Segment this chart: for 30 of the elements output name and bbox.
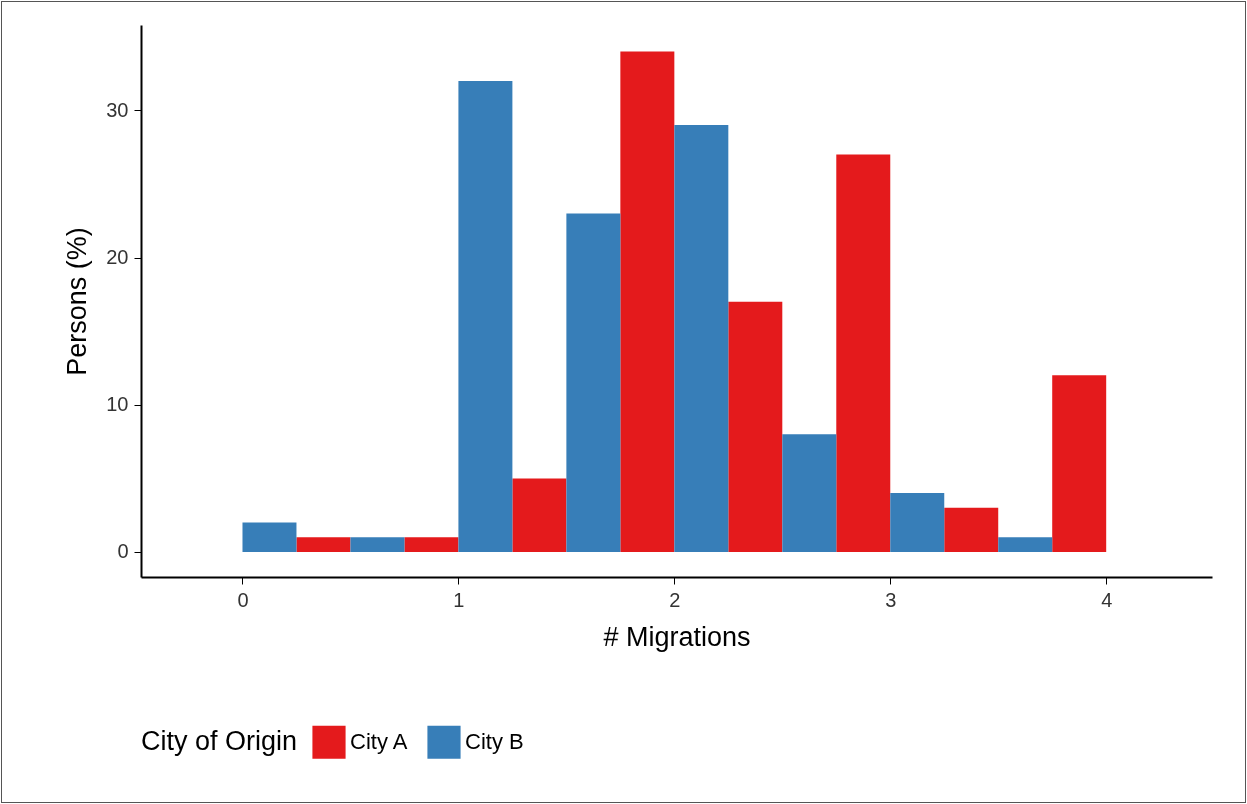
x-tick-label: 4 [1101, 588, 1113, 611]
legend-label: City B [465, 729, 524, 755]
bar [566, 213, 621, 552]
bar [458, 80, 513, 552]
bar [674, 125, 729, 552]
x-axis-title: # Migrations [603, 621, 751, 652]
bar [350, 537, 405, 552]
x-tick-label: 2 [669, 588, 681, 611]
bar [836, 154, 891, 552]
bar [1052, 375, 1107, 552]
y-tick-label: 30 [106, 98, 129, 121]
bar [404, 537, 459, 552]
y-tick-label: 10 [106, 393, 129, 416]
legend-label: City A [350, 729, 408, 755]
y-tick-label: 20 [106, 246, 129, 269]
x-tick-label: 3 [885, 588, 897, 611]
y-tick-label: 0 [117, 540, 129, 563]
bar [296, 537, 351, 552]
bar [944, 507, 999, 552]
bar [242, 522, 297, 552]
legend-title: City of Origin [141, 726, 298, 756]
bar [728, 301, 783, 552]
y-axis-title: Persons (%) [62, 227, 93, 376]
x-tick-label: 1 [453, 588, 465, 611]
bar [998, 537, 1053, 552]
bar [620, 51, 675, 552]
bar [890, 493, 945, 552]
x-tick-label: 0 [237, 588, 249, 611]
bar [512, 478, 567, 552]
bar [782, 434, 837, 552]
